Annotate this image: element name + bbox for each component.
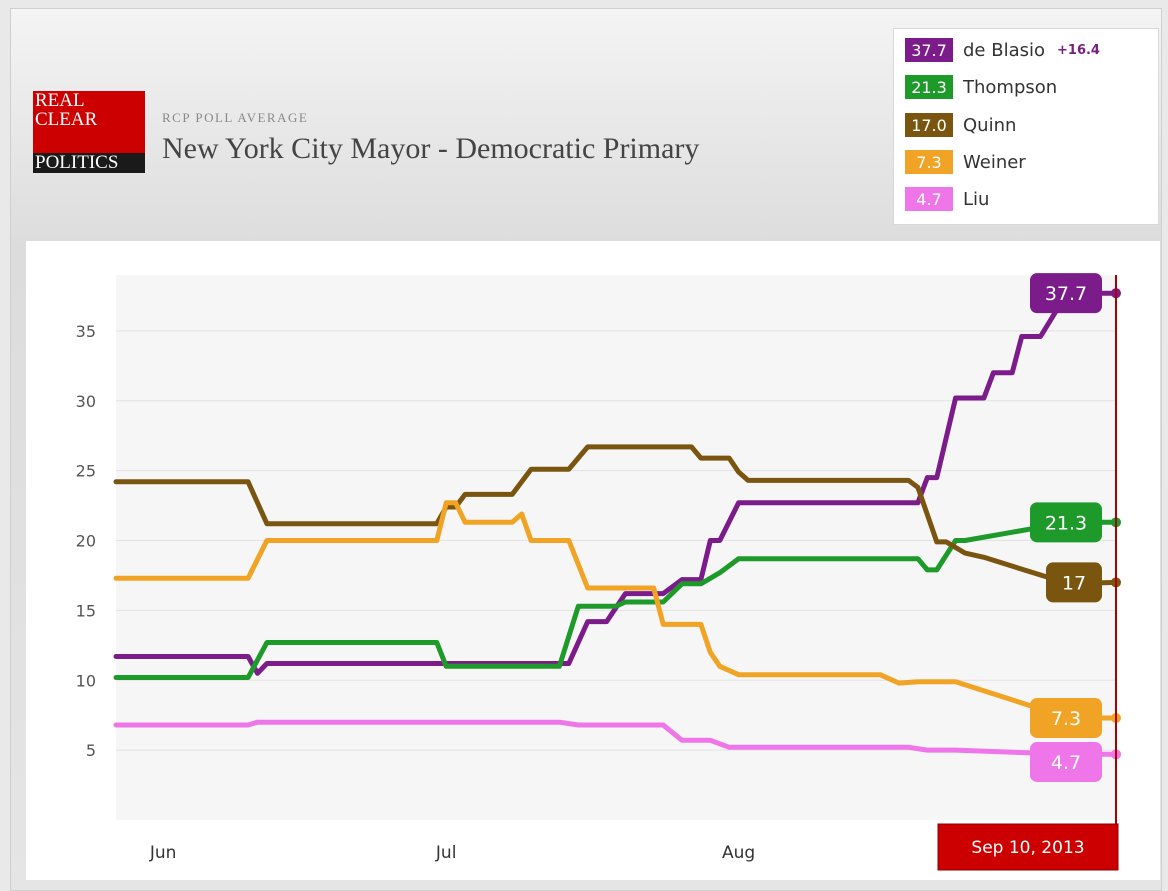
end-value-label: 37.7 [1045,283,1087,305]
series-line-liu [113,719,1119,757]
y-tick-label: 5 [86,741,96,760]
legend-label: Weiner [963,151,1026,173]
logo-line-1: REAL [35,90,85,111]
end-value-badge [1046,562,1102,603]
plot-panel: 5 10 15 20 25 30 35 Jun Jul Aug Sep 10, 2013 37.… [26,241,1160,880]
logo-line-3: POLITICS [35,152,119,173]
chart-subtitle: RCP POLL AVERAGE [162,110,309,125]
end-value-label: 17 [1062,572,1086,594]
legend-value-badge: 37.7 [905,38,953,62]
end-value-badge [1030,502,1102,543]
legend-item-quinn[interactable]: 17.0 Quinn [905,112,1016,138]
end-value-label: 7.3 [1051,708,1081,730]
line-chart[interactable]: 5 10 15 20 25 30 35 Jun Jul Aug Sep 10, 2013 37.… [26,241,1160,880]
y-tick-label: 15 [76,601,96,620]
y-tick-label: 30 [76,392,96,411]
legend-value-badge: 7.3 [905,150,953,174]
y-tick-label: 20 [76,532,96,551]
end-value-badge [1030,273,1102,314]
x-tick-label: Aug [722,843,755,863]
legend-label: Quinn [963,114,1017,136]
x-tick-label: Jul [435,843,457,863]
end-value-badge [1030,741,1102,782]
y-tick-label: 35 [76,322,96,341]
logo-line-2: CLEAR [35,109,98,130]
y-tick-label: 10 [76,671,96,690]
current-date-badge [937,823,1119,871]
legend-value-badge: 21.3 [905,75,953,99]
lead-margin: +16.4 [1057,42,1100,58]
legend: 37.7 de Blasio +16.4 21.3 Thompson 17.0 … [893,28,1159,225]
y-tick-label: 25 [76,462,96,481]
logo-black-block: POLITICS [33,153,145,173]
legend-item-thompson[interactable]: 21.3 Thompson [905,74,1057,100]
end-value-badge [1030,697,1102,738]
series-line-de-blasio [113,290,1119,676]
legend-item-weiner[interactable]: 7.3 Weiner [905,149,1026,175]
end-value-label: 4.7 [1051,752,1081,774]
legend-item-de-blasio[interactable]: 37.7 de Blasio +16.4 [905,37,1100,63]
legend-item-liu[interactable]: 4.7 Liu [905,186,989,212]
end-value-label: 21.3 [1045,512,1087,534]
series-line-thompson [113,519,1119,680]
legend-label: Thompson [963,76,1058,98]
rcp-logo[interactable]: REAL CLEAR POLITICS [33,91,145,173]
legend-value-badge: 17.0 [905,113,953,137]
legend-value-badge: 4.7 [905,187,953,211]
series-line-weiner [113,500,1119,721]
x-tick-label: Jun [149,843,177,863]
chart-title: New York City Mayor - Democratic Primary [162,132,700,165]
logo-red-block: REAL CLEAR [33,91,145,153]
legend-label: de Blasio [963,39,1045,61]
legend-label: Liu [963,188,990,210]
current-date-label: Sep 10, 2013 [971,838,1084,858]
